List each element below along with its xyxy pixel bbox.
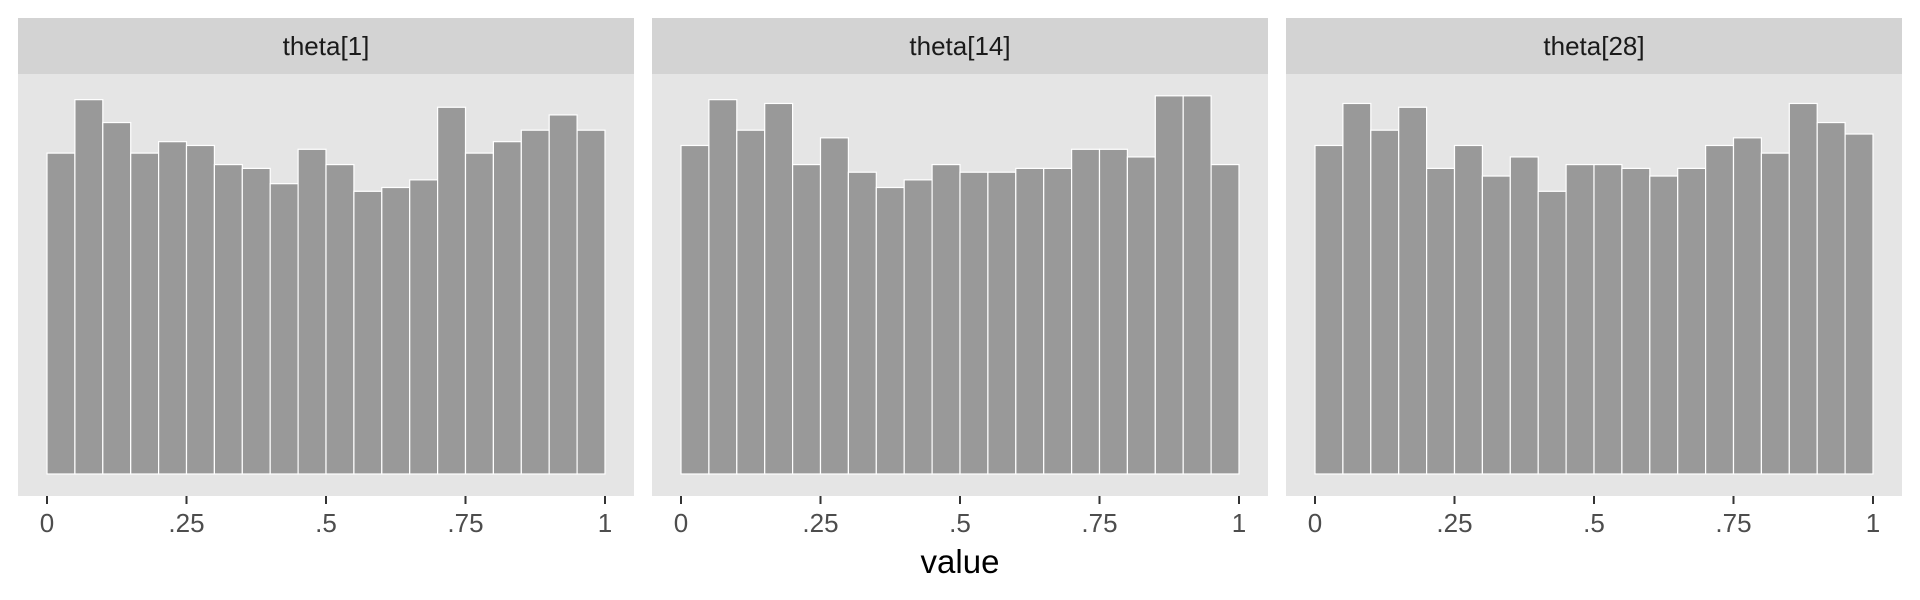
histogram-bar [158, 141, 188, 475]
x-tick-label: .75 [447, 508, 483, 538]
x-tick-label: .5 [949, 508, 971, 538]
histogram-bar [381, 186, 411, 475]
histogram-bar [764, 102, 794, 475]
histogram-bar [1788, 102, 1818, 475]
histogram-bar [931, 163, 961, 475]
facet-title: theta[14] [909, 31, 1010, 61]
x-axis-title: value [921, 543, 1000, 580]
histogram-bar [959, 171, 989, 475]
histogram-bar [1015, 167, 1045, 475]
histogram-bar [409, 179, 439, 475]
histogram-bar [708, 99, 738, 475]
histogram-bar [1154, 95, 1184, 475]
x-tick-label: 1 [598, 508, 612, 538]
histogram-bar [875, 186, 905, 475]
histogram-bar [1370, 129, 1400, 475]
histogram-bar [1043, 167, 1073, 475]
histogram-bar [1760, 152, 1790, 475]
facet-panel: theta[1] 0 .25 .5 .75 1 [18, 18, 634, 538]
histogram-bar [1342, 102, 1372, 475]
x-tick-label: 1 [1866, 508, 1880, 538]
histogram-bar [1509, 156, 1539, 475]
histogram-bar [1182, 95, 1212, 475]
x-tick-label: .25 [168, 508, 204, 538]
histogram-bar [130, 152, 160, 475]
histogram-bar [1070, 148, 1101, 475]
histogram-bar [1314, 144, 1344, 475]
histogram-bar [1649, 175, 1679, 475]
histogram-bar [492, 141, 522, 475]
histogram-bar [269, 183, 299, 475]
histogram-bar [353, 190, 383, 475]
histogram-bar [548, 114, 578, 475]
x-tick-label: 0 [40, 508, 54, 538]
histogram-bar [185, 144, 215, 475]
facet-strip [652, 18, 1268, 74]
histogram-bar [1126, 156, 1156, 475]
histogram-bar [819, 137, 849, 475]
histogram-bar [520, 129, 550, 475]
x-tick-label: .25 [1436, 508, 1472, 538]
histogram-bar [297, 148, 327, 475]
histogram-bar [102, 121, 132, 475]
x-tick-label: 1 [1232, 508, 1246, 538]
histogram-bar [1816, 121, 1846, 475]
x-tick-label: 0 [1308, 508, 1322, 538]
facet-title: theta[1] [283, 31, 370, 61]
facet-title: theta[28] [1543, 31, 1644, 61]
facet-panel: theta[28] 0 .25 .5 .75 1 [1286, 18, 1902, 538]
histogram-bar [1704, 144, 1735, 475]
histogram-bar [1398, 106, 1428, 475]
histogram-bar [464, 152, 494, 475]
x-tick-label: .5 [315, 508, 337, 538]
histogram-bar [74, 99, 104, 475]
histogram-bar [1425, 167, 1456, 475]
histogram-bar [847, 171, 877, 475]
x-tick-label: .25 [802, 508, 838, 538]
x-tick-label: .75 [1081, 508, 1117, 538]
histogram-bar [1593, 163, 1623, 475]
histogram-bar [241, 167, 271, 475]
histogram-bar [1621, 167, 1651, 475]
histogram-bar [1453, 144, 1483, 475]
facet-panel: theta[14] 0 .25 .5 .75 1 [652, 18, 1268, 538]
histogram-bar [325, 163, 355, 475]
facet-strip [18, 18, 634, 74]
histogram-bar [1732, 137, 1762, 475]
histogram-bar [437, 106, 467, 475]
histogram-bar [736, 129, 766, 475]
histogram-bar [1844, 133, 1874, 475]
histogram-bar [791, 163, 822, 475]
histogram-bar [46, 152, 76, 475]
histogram-bar [903, 179, 933, 475]
histogram-bar [1098, 148, 1128, 475]
histogram-bar [213, 163, 243, 475]
histogram-bar [1481, 175, 1511, 475]
x-tick-label: 0 [674, 508, 688, 538]
x-tick-label: .5 [1583, 508, 1605, 538]
histogram-bar [1210, 163, 1240, 475]
histogram-bar [680, 144, 710, 475]
histogram-bar [1537, 190, 1567, 475]
histogram-bar [1677, 167, 1707, 475]
histogram-bar [576, 129, 606, 475]
facet-strip [1286, 18, 1902, 74]
histogram-bar [1565, 163, 1595, 475]
x-tick-label: .75 [1715, 508, 1751, 538]
histogram-bar [987, 171, 1017, 475]
